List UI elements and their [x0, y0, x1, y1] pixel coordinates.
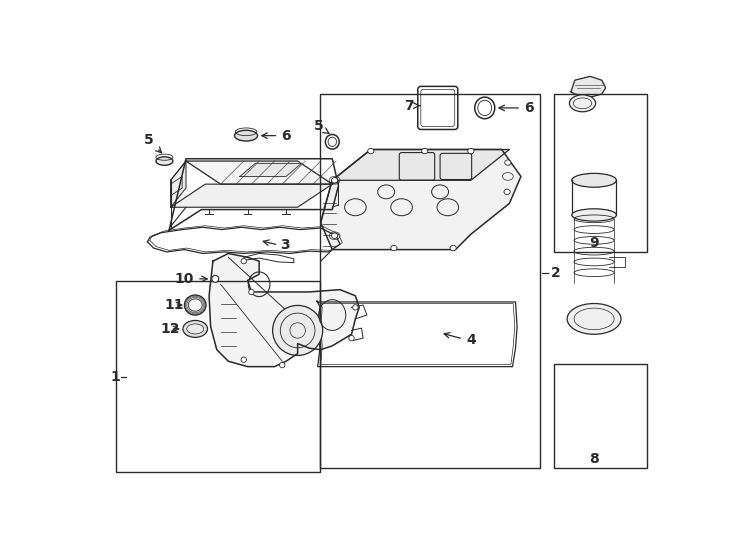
Ellipse shape: [234, 130, 258, 141]
Polygon shape: [571, 76, 606, 97]
Bar: [116, 281, 319, 472]
Text: 11: 11: [164, 298, 184, 312]
Ellipse shape: [567, 303, 621, 334]
Ellipse shape: [468, 148, 474, 154]
Polygon shape: [209, 253, 359, 367]
Polygon shape: [170, 184, 333, 207]
Ellipse shape: [249, 289, 254, 295]
Text: 7: 7: [404, 99, 420, 113]
Ellipse shape: [505, 160, 511, 165]
Bar: [554, 94, 647, 252]
Ellipse shape: [212, 275, 219, 282]
Ellipse shape: [570, 95, 595, 112]
Ellipse shape: [156, 157, 173, 165]
Polygon shape: [240, 164, 302, 177]
Polygon shape: [321, 150, 521, 249]
Text: 6: 6: [499, 101, 534, 115]
Text: 10: 10: [175, 272, 207, 286]
Ellipse shape: [186, 324, 204, 334]
Text: 5: 5: [144, 133, 161, 153]
Text: 5: 5: [313, 119, 329, 133]
Text: 6: 6: [262, 129, 291, 143]
Bar: [554, 364, 647, 468]
Ellipse shape: [349, 335, 355, 341]
Ellipse shape: [189, 299, 202, 311]
Text: 1: 1: [110, 370, 120, 383]
Ellipse shape: [368, 148, 374, 154]
Ellipse shape: [390, 245, 397, 251]
Polygon shape: [170, 161, 186, 207]
Text: 9: 9: [589, 235, 599, 249]
Ellipse shape: [332, 178, 338, 183]
Ellipse shape: [241, 357, 247, 362]
Ellipse shape: [450, 245, 457, 251]
Ellipse shape: [421, 148, 428, 154]
Ellipse shape: [183, 320, 208, 338]
Text: 4: 4: [466, 334, 476, 347]
Text: 8: 8: [589, 452, 599, 466]
Ellipse shape: [504, 189, 510, 194]
Ellipse shape: [184, 295, 206, 315]
Ellipse shape: [332, 233, 338, 239]
Text: 3: 3: [280, 238, 289, 252]
Text: 12: 12: [161, 322, 181, 336]
Ellipse shape: [280, 362, 285, 368]
Ellipse shape: [353, 305, 358, 310]
Polygon shape: [186, 161, 333, 184]
Bar: [320, 94, 540, 468]
Polygon shape: [333, 150, 509, 180]
Ellipse shape: [272, 306, 323, 355]
Text: 2: 2: [550, 266, 561, 280]
Ellipse shape: [572, 209, 617, 221]
Ellipse shape: [241, 259, 247, 264]
Ellipse shape: [572, 173, 617, 187]
